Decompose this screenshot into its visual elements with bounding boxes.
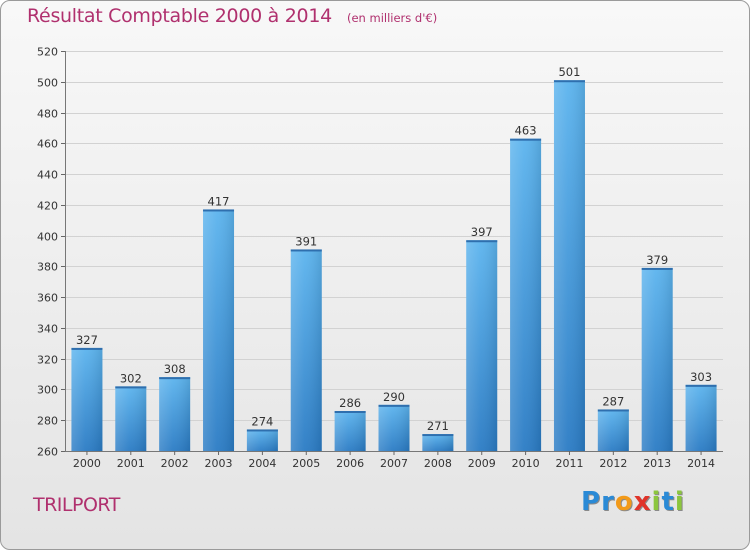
bar-shade — [641, 267, 673, 451]
data-label: 391 — [295, 234, 317, 248]
y-tick-label: 480 — [37, 108, 58, 121]
logo-letter: P — [581, 487, 602, 517]
data-label: 308 — [164, 362, 186, 376]
bar-top-edge — [685, 384, 717, 387]
bar-shade — [246, 429, 278, 451]
y-tick-label: 300 — [37, 384, 58, 397]
bar-top-edge — [159, 377, 191, 380]
bar-shade — [466, 240, 498, 451]
bar-top-edge — [597, 409, 629, 412]
y-tick-label: 360 — [37, 292, 58, 305]
bar-shade — [597, 409, 629, 451]
y-tick-label: 440 — [37, 169, 58, 182]
y-tick-label: 260 — [37, 446, 58, 459]
y-tick-label: 320 — [37, 354, 58, 367]
data-label: 286 — [339, 396, 361, 410]
bar-shade — [159, 377, 191, 451]
bar-top-edge — [422, 434, 454, 437]
bar-shade — [422, 434, 454, 451]
x-tick-label: 2001 — [117, 457, 145, 470]
bar-shade — [378, 404, 410, 451]
x-tick-label: 2014 — [687, 457, 715, 470]
data-label: 274 — [251, 414, 273, 428]
bar-top-edge — [290, 249, 322, 252]
x-tick-label: 2010 — [512, 457, 540, 470]
data-label: 287 — [602, 394, 624, 408]
bar-shade — [334, 411, 366, 451]
proxiti-logo: Proxiti — [581, 487, 685, 517]
bar-top-edge — [115, 386, 147, 389]
bar-shade — [115, 386, 147, 451]
bar-shade — [203, 209, 235, 451]
x-tick-label: 2008 — [424, 457, 452, 470]
bar-top-edge — [510, 138, 542, 141]
x-tick-label: 2003 — [205, 457, 233, 470]
bar-top-edge — [466, 240, 498, 243]
x-tick-label: 2006 — [336, 457, 364, 470]
data-label: 417 — [208, 194, 230, 208]
logo-letter: i — [674, 487, 685, 517]
bar-shade — [685, 384, 717, 451]
data-labels: 327 302 308 417 274 391 286 290 271 397 463 501 287 3… — [76, 65, 712, 433]
logo-letter: t — [661, 487, 675, 517]
x-tick-label: 2007 — [380, 457, 408, 470]
data-label: 271 — [427, 419, 449, 433]
y-tick-label: 420 — [37, 200, 58, 213]
x-tick-label: 2011 — [555, 457, 583, 470]
data-label: 290 — [383, 390, 405, 404]
data-label: 303 — [690, 370, 712, 384]
chart-subtitle: (en milliers d'€) — [346, 11, 438, 25]
data-label: 397 — [471, 225, 493, 239]
chart-title: Résultat Comptable 2000 à 2014 — [27, 5, 332, 27]
x-tick-label: 2013 — [643, 457, 671, 470]
bar-shade — [553, 80, 585, 451]
data-label: 501 — [558, 65, 580, 79]
y-tick-label: 280 — [37, 415, 58, 428]
bar-shade — [290, 249, 322, 451]
axes: 260 280 300 320 340 360 380 400 420 440 460 480 500 5… — [37, 46, 723, 470]
bar-top-edge — [203, 209, 235, 212]
logo-letter: i — [651, 487, 662, 517]
data-label: 463 — [515, 124, 537, 138]
bar-top-edge — [71, 347, 103, 350]
x-tick-label: 2009 — [468, 457, 496, 470]
data-label: 327 — [76, 333, 98, 347]
bar-top-edge — [553, 80, 585, 83]
x-tick-label: 2000 — [73, 457, 101, 470]
y-tick-label: 460 — [37, 138, 58, 151]
y-tick-label: 500 — [37, 77, 58, 90]
bar-top-edge — [246, 429, 278, 432]
bar-top-edge — [641, 267, 673, 270]
y-tick-label: 400 — [37, 231, 58, 244]
bar-shade — [510, 138, 542, 451]
bar-top-edge — [378, 404, 410, 407]
y-tick-label: 380 — [37, 261, 58, 274]
x-tick-label: 2005 — [292, 457, 320, 470]
logo-letter: x — [633, 487, 652, 517]
x-tick-label: 2002 — [161, 457, 189, 470]
commune-name: TRILPORT — [33, 494, 120, 516]
bar-shade — [71, 347, 103, 451]
x-tick-label: 2012 — [599, 457, 627, 470]
data-label: 379 — [646, 253, 668, 267]
bars — [71, 80, 717, 451]
y-tick-label: 520 — [37, 46, 58, 59]
title-block: Résultat Comptable 2000 à 2014 (en milli… — [27, 5, 437, 27]
x-tick-label: 2004 — [248, 457, 276, 470]
logo-letter: o — [614, 487, 634, 517]
y-tick-label: 340 — [37, 323, 58, 336]
bar-top-edge — [334, 411, 366, 413]
data-label: 302 — [120, 371, 142, 385]
logo-letter: r — [601, 487, 615, 517]
